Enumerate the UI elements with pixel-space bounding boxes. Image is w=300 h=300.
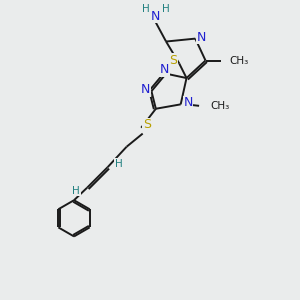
Text: N: N [160,63,169,76]
Text: CH₃: CH₃ [210,101,229,111]
Text: CH₃: CH₃ [230,56,249,65]
Text: N: N [151,10,160,22]
Text: N: N [183,96,193,110]
Text: S: S [143,118,151,131]
Text: H: H [72,186,80,196]
Text: N: N [197,31,206,44]
Text: N: N [141,83,150,96]
Text: H: H [142,4,149,14]
Text: S: S [169,54,177,67]
Text: H: H [162,4,170,14]
Text: H: H [115,159,123,169]
